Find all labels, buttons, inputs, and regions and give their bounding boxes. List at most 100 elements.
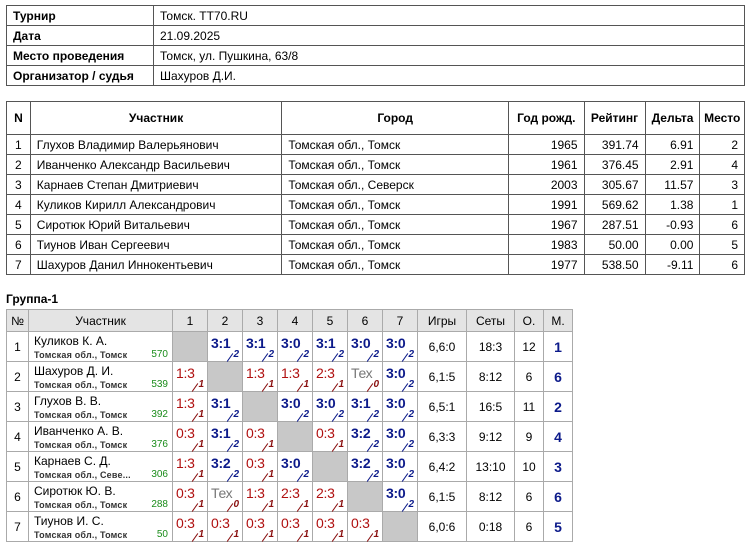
match-score: 1:3 [176,455,195,471]
info-row: Турнир Томск. TT70.RU [6,5,745,26]
row-number: 1 [6,331,29,362]
match-result-cell: 0:3 1 [242,451,278,482]
points-total: 6 [514,511,544,542]
match-score: 0:3 [316,425,335,441]
match-score: 0:3 [176,425,195,441]
games-count: 6,1:5 [417,481,467,512]
player-cell: Иванченко А. В. Томская обл., Томск 376 [28,421,173,452]
participant-name: Иванченко Александр Васильевич [29,154,283,175]
info-value: Томск, ул. Пушкина, 63/8 [153,45,745,66]
row-number: 7 [6,511,29,542]
header-opponent-2: 2 [207,309,243,332]
match-points: 1 [338,439,344,450]
diagonal-cell [242,391,278,422]
participant-city: Томская обл., Северск [281,174,509,195]
match-result-cell: 3:0 2 [277,451,313,482]
player-cell: Сиротюк Ю. В. Томская обл., Томск 288 [28,481,173,512]
header-name: Участник [29,101,283,135]
match-result-cell: Тех 0 [207,481,243,512]
match-points: 2 [268,349,274,360]
match-result-cell: 3:0 2 [312,391,348,422]
info-row: Организатор / судья Шахуров Д.И. [6,65,745,86]
match-result-cell: 2:3 1 [277,481,313,512]
match-result-cell: Тех 0 [347,361,383,392]
participant-birth-year: 1991 [507,194,585,215]
match-points: 1 [338,529,344,540]
match-points: 1 [233,529,239,540]
match-score: 1:3 [176,365,195,381]
match-result-cell: 3:1 2 [207,331,243,362]
player-rating: 570 [151,349,168,360]
match-score: 0:3 [316,515,335,531]
match-points: 2 [373,349,379,360]
participant-rating: 538.50 [583,254,646,275]
row-number: 2 [6,361,29,392]
participant-delta: 6.91 [644,134,701,155]
score-divider [226,533,234,542]
games-count: 6,3:3 [417,421,467,452]
games-count: 6,6:0 [417,331,467,362]
player-city: Томская обл., Севе... [34,470,131,480]
player-rating: 288 [151,499,168,510]
match-result-cell: 3:0 2 [382,391,418,422]
table-row: 4 Куликов Кирилл Александрович Томская обл… [6,194,745,215]
match-points: 2 [233,469,239,480]
header-games: Игры [417,309,467,332]
group-results-table: № Участник 1 2 3 4 5 6 7 Игры Сеты О. М. 1 Куликов К.… [6,309,573,542]
match-points: 1 [198,469,204,480]
match-points: 2 [408,469,414,480]
match-result-cell: 1:3 1 [172,451,208,482]
row-number: 3 [6,391,29,422]
final-place: 2 [543,391,573,422]
table-row: 2 Иванченко Александр Васильевич Томская о… [6,154,745,175]
header-name: Участник [28,309,173,332]
match-score: Тех [211,485,233,501]
match-score: 1:3 [176,395,195,411]
header-sets: Сеты [466,309,515,332]
header-opponent-7: 7 [382,309,418,332]
match-score: 0:3 [176,515,195,531]
participant-name: Шахуров Данил Иннокентьевич [29,254,283,275]
participant-city: Томская обл., Томск [281,154,509,175]
match-points: 2 [303,469,309,480]
match-points: 2 [303,349,309,360]
participant-birth-year: 1961 [507,154,585,175]
final-place: 4 [543,421,573,452]
sets-count: 18:3 [466,331,515,362]
info-value: Томск. TT70.RU [153,5,745,26]
sets-count: 13:10 [466,451,515,482]
header-opponent-5: 5 [312,309,348,332]
match-result-cell: 0:3 1 [172,481,208,512]
match-score: 3:0 [386,485,406,501]
match-score: 3:1 [211,335,231,351]
participant-name: Карнаев Степан Дмитриевич [29,174,283,195]
match-points: 1 [268,379,274,390]
table-row: 5 Карнаев С. Д. Томская обл., Севе... 306 1:… [6,451,573,482]
match-score: 2:3 [316,365,335,381]
match-points: 1 [338,499,344,510]
table-row: 3 Карнаев Степан Дмитриевич Томская обл., … [6,174,745,195]
match-result-cell: 3:0 2 [382,331,418,362]
participant-birth-year: 2003 [507,174,585,195]
header-n: N [6,101,31,135]
final-place: 3 [543,451,573,482]
match-result-cell: 3:1 2 [347,391,383,422]
match-points: 1 [373,529,379,540]
table-row: 4 Иванченко А. В. Томская обл., Томск 376 0:… [6,421,573,452]
diagonal-cell [347,481,383,512]
score-divider [261,533,269,542]
match-result-cell: 3:0 2 [382,451,418,482]
match-points: 2 [408,409,414,420]
match-score: 0:3 [246,425,265,441]
match-result-cell: 3:0 2 [382,361,418,392]
info-label: Дата [6,25,154,46]
match-result-cell: 3:0 2 [277,391,313,422]
match-result-cell: 2:3 1 [312,481,348,512]
participant-number: 1 [6,134,31,155]
header-opponent-4: 4 [277,309,313,332]
match-points: 2 [303,409,309,420]
match-result-cell: 1:3 1 [277,361,313,392]
match-result-cell: 3:0 2 [347,331,383,362]
match-points: 1 [268,499,274,510]
info-label: Турнир [6,5,154,26]
